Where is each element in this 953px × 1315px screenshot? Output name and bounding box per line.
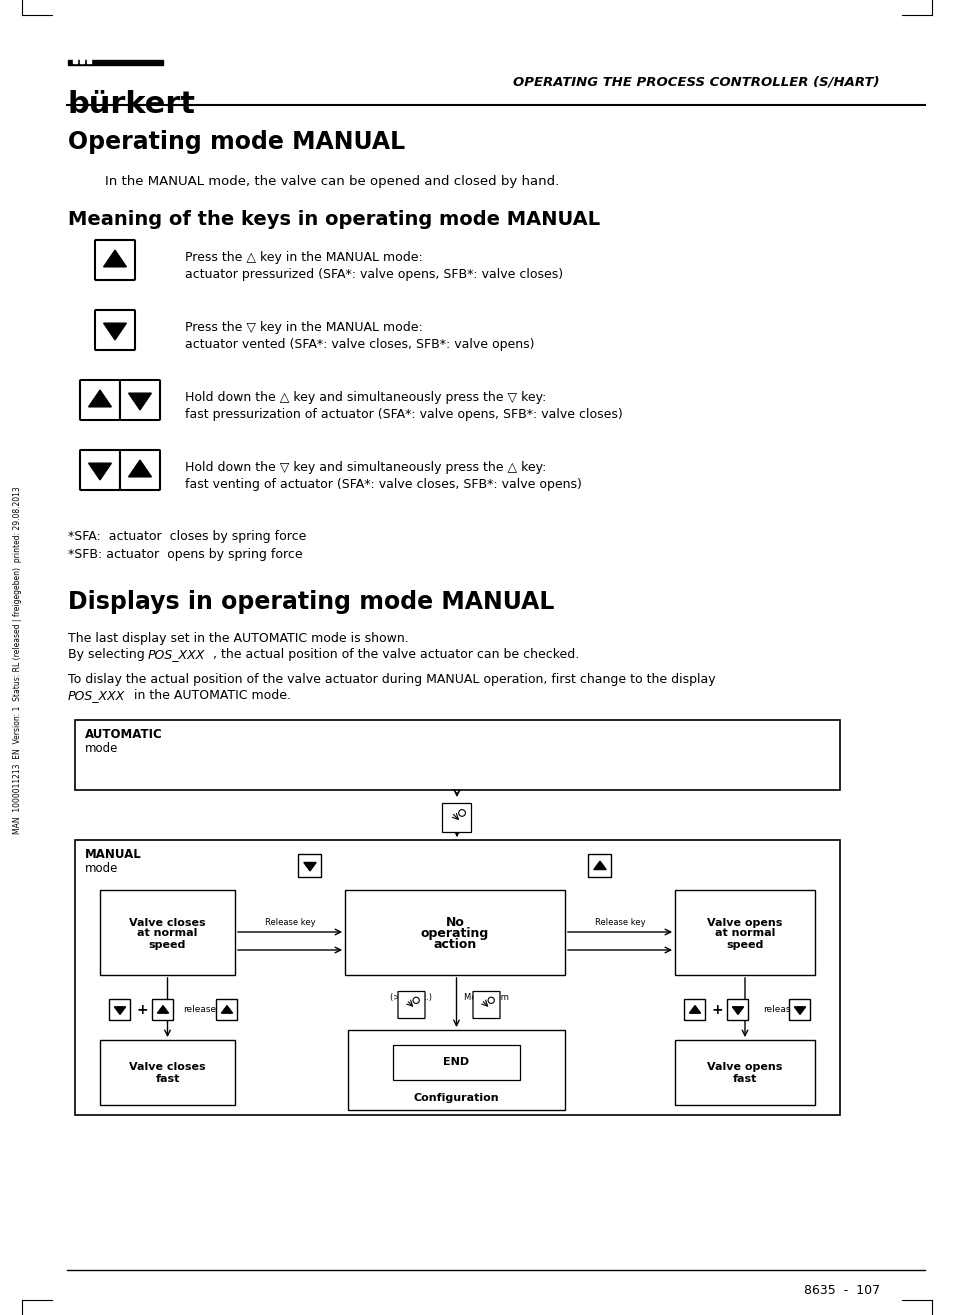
- Text: speed: speed: [725, 939, 763, 949]
- FancyBboxPatch shape: [110, 999, 131, 1020]
- Text: fast pressurization of actuator (SFA*: valve opens, SFB*: valve closes): fast pressurization of actuator (SFA*: v…: [185, 408, 622, 421]
- Text: Press the △ key in the MANUAL mode:: Press the △ key in the MANUAL mode:: [185, 251, 422, 264]
- Text: MAN  1000011213  EN  Version: 1  Status: RL (released | freigegeben)  printed: 2: MAN 1000011213 EN Version: 1 Status: RL …: [13, 487, 23, 834]
- Text: fast venting of actuator (SFA*: valve closes, SFB*: valve opens): fast venting of actuator (SFA*: valve cl…: [185, 477, 581, 490]
- Bar: [80, 59, 84, 63]
- Bar: [68, 60, 163, 64]
- Polygon shape: [89, 463, 112, 480]
- Text: release: release: [183, 1006, 216, 1014]
- Bar: [675, 890, 814, 974]
- Bar: [75, 721, 840, 790]
- Polygon shape: [794, 1007, 804, 1014]
- Text: POS_XXX: POS_XXX: [148, 648, 205, 661]
- Bar: [87, 59, 91, 63]
- Text: No: No: [445, 917, 464, 928]
- FancyBboxPatch shape: [120, 450, 160, 490]
- Text: Hold down the ▽ key and simultaneously press the △ key:: Hold down the ▽ key and simultaneously p…: [185, 462, 546, 473]
- FancyBboxPatch shape: [80, 380, 120, 419]
- FancyBboxPatch shape: [120, 380, 160, 419]
- FancyBboxPatch shape: [216, 999, 237, 1020]
- Text: Valve closes: Valve closes: [129, 1061, 206, 1072]
- Text: Menu item: Menu item: [463, 993, 508, 1002]
- Bar: [73, 59, 77, 63]
- Bar: [100, 1040, 234, 1105]
- FancyBboxPatch shape: [684, 999, 705, 1020]
- Text: *SFA:  actuator  closes by spring force: *SFA: actuator closes by spring force: [68, 530, 306, 543]
- Text: +: +: [112, 391, 128, 409]
- Text: To dislay the actual position of the valve actuator during MANUAL operation, fir: To dislay the actual position of the val…: [68, 673, 715, 686]
- Text: Release key: Release key: [594, 918, 644, 927]
- FancyBboxPatch shape: [298, 855, 321, 877]
- FancyBboxPatch shape: [95, 310, 135, 350]
- FancyBboxPatch shape: [473, 992, 499, 1019]
- Text: speed: speed: [149, 939, 186, 949]
- Text: mode: mode: [85, 742, 118, 755]
- Text: +: +: [112, 462, 128, 479]
- Polygon shape: [303, 863, 315, 871]
- Text: (> 5 Sek.): (> 5 Sek.): [390, 993, 432, 1002]
- Text: Configuration: Configuration: [414, 1093, 498, 1103]
- Polygon shape: [689, 1006, 700, 1013]
- Bar: [345, 890, 564, 974]
- Polygon shape: [129, 393, 152, 410]
- Polygon shape: [129, 460, 152, 477]
- Text: bürkert: bürkert: [68, 89, 195, 118]
- Text: action: action: [433, 938, 476, 951]
- Text: Hold down the △ key and simultaneously press the ▽ key:: Hold down the △ key and simultaneously p…: [185, 391, 546, 404]
- Polygon shape: [593, 861, 605, 869]
- FancyBboxPatch shape: [95, 241, 135, 280]
- Text: The last display set in the AUTOMATIC mode is shown.: The last display set in the AUTOMATIC mo…: [68, 633, 408, 644]
- Text: fast: fast: [732, 1073, 757, 1084]
- Bar: [75, 840, 840, 1115]
- Text: Valve opens: Valve opens: [706, 1061, 781, 1072]
- FancyBboxPatch shape: [588, 855, 611, 877]
- FancyBboxPatch shape: [442, 803, 471, 832]
- Text: Operating mode MANUAL: Operating mode MANUAL: [68, 130, 405, 154]
- Bar: [100, 890, 234, 974]
- Bar: [348, 1030, 564, 1110]
- FancyBboxPatch shape: [152, 999, 173, 1020]
- Bar: [393, 1045, 519, 1080]
- Text: Release key: Release key: [264, 918, 315, 927]
- Text: END: END: [443, 1057, 469, 1066]
- Text: mode: mode: [85, 863, 118, 874]
- Text: Valve opens: Valve opens: [706, 918, 781, 927]
- Text: By selecting: By selecting: [68, 648, 149, 661]
- Text: 8635  -  107: 8635 - 107: [803, 1283, 879, 1297]
- FancyBboxPatch shape: [727, 999, 748, 1020]
- Text: actuator pressurized (SFA*: valve opens, SFB*: valve closes): actuator pressurized (SFA*: valve opens,…: [185, 268, 562, 281]
- Text: POS_XXX: POS_XXX: [68, 689, 125, 702]
- Text: at normal: at normal: [714, 928, 775, 939]
- Polygon shape: [157, 1006, 169, 1013]
- Polygon shape: [221, 1006, 233, 1013]
- Text: OPERATING THE PROCESS CONTROLLER (S/HART): OPERATING THE PROCESS CONTROLLER (S/HART…: [513, 75, 879, 88]
- Text: at normal: at normal: [137, 928, 197, 939]
- Text: Displays in operating mode MANUAL: Displays in operating mode MANUAL: [68, 590, 554, 614]
- Polygon shape: [104, 323, 126, 339]
- Text: Valve closes: Valve closes: [129, 918, 206, 927]
- Text: In the MANUAL mode, the valve can be opened and closed by hand.: In the MANUAL mode, the valve can be ope…: [105, 175, 558, 188]
- Polygon shape: [732, 1007, 742, 1014]
- Polygon shape: [114, 1007, 126, 1014]
- Text: release: release: [762, 1006, 796, 1014]
- Text: fast: fast: [155, 1073, 179, 1084]
- Text: +: +: [136, 1003, 148, 1016]
- Text: +: +: [710, 1003, 722, 1016]
- Text: AUTOMATIC: AUTOMATIC: [85, 729, 163, 740]
- Polygon shape: [89, 391, 112, 406]
- FancyBboxPatch shape: [397, 992, 424, 1019]
- Text: Press the ▽ key in the MANUAL mode:: Press the ▽ key in the MANUAL mode:: [185, 321, 422, 334]
- Text: , the actual position of the valve actuator can be checked.: , the actual position of the valve actua…: [213, 648, 578, 661]
- Text: operating: operating: [420, 927, 489, 940]
- Text: *SFB: actuator  opens by spring force: *SFB: actuator opens by spring force: [68, 548, 302, 562]
- Bar: [675, 1040, 814, 1105]
- FancyBboxPatch shape: [789, 999, 810, 1020]
- Text: Meaning of the keys in operating mode MANUAL: Meaning of the keys in operating mode MA…: [68, 210, 599, 229]
- Text: actuator vented (SFA*: valve closes, SFB*: valve opens): actuator vented (SFA*: valve closes, SFB…: [185, 338, 534, 351]
- Text: in the AUTOMATIC mode.: in the AUTOMATIC mode.: [130, 689, 291, 702]
- Polygon shape: [104, 250, 126, 267]
- FancyBboxPatch shape: [80, 450, 120, 490]
- Text: MANUAL: MANUAL: [85, 848, 142, 861]
